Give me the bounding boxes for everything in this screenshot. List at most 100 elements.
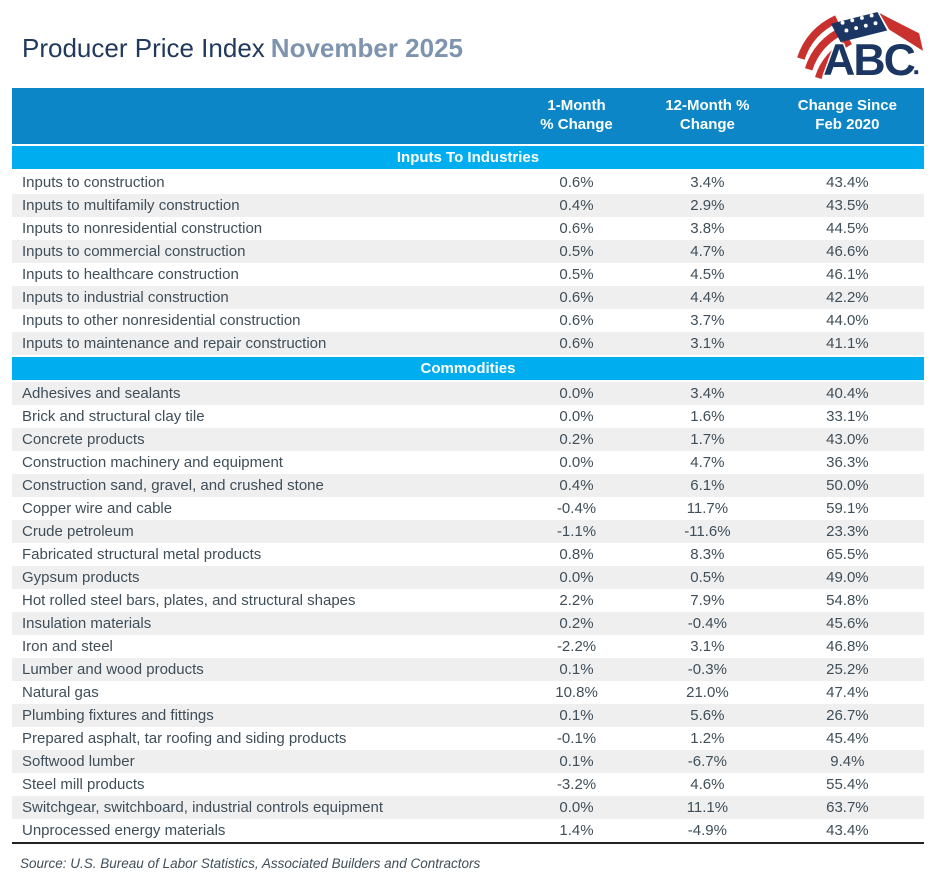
section-title: Commodities <box>12 355 924 382</box>
table-row: Iron and steel -2.2% 3.1% 46.8% <box>12 635 924 658</box>
row-value: 40.4% <box>770 381 924 405</box>
row-value: 0.5% <box>559 266 594 283</box>
row-label: Prepared asphalt, tar roofing and siding… <box>22 730 347 747</box>
row-value: -4.9% <box>687 822 727 839</box>
column-header-item <box>12 88 510 145</box>
row-value: 0.5% <box>509 240 645 263</box>
row-value: 11.1% <box>644 796 771 819</box>
row-value: 1.6% <box>690 408 725 425</box>
row-value: 0.2% <box>509 612 645 635</box>
row-value: 0.6% <box>509 332 645 356</box>
row-value: 42.2% <box>770 286 924 309</box>
row-value: 0.4% <box>509 194 645 217</box>
row-value: 0.0% <box>509 796 645 819</box>
row-value: -0.1% <box>556 730 597 747</box>
row-label: Inputs to maintenance and repair constru… <box>12 332 510 356</box>
row-value: -11.6% <box>644 520 771 543</box>
row-value: 50.0% <box>770 474 924 497</box>
flag-top-stripe-icon <box>879 13 924 51</box>
row-value: 3.4% <box>644 381 771 405</box>
row-value: -0.3% <box>644 658 771 681</box>
row-value: 65.5% <box>826 546 869 563</box>
row-value: 11.7% <box>686 500 729 517</box>
table-row: Prepared asphalt, tar roofing and siding… <box>12 727 924 750</box>
table-row: Inputs to maintenance and repair constru… <box>12 332 924 356</box>
table-row: Softwood lumber 0.1% -6.7% 9.4% <box>12 750 924 773</box>
ppi-table-container: 1-Month % Change 12-Month % Change Chang… <box>12 88 924 844</box>
row-value: -0.4% <box>644 612 771 635</box>
table-row: Inputs to multifamily construction 0.4% 2.… <box>12 194 924 217</box>
row-label: Construction sand, gravel, and crushed s… <box>12 474 510 497</box>
column-header-12-month: 12-Month % Change <box>644 88 771 145</box>
row-value: 0.2% <box>509 428 645 451</box>
row-value: 43.0% <box>770 428 924 451</box>
table-row: Construction machinery and equipment 0.0%… <box>12 451 924 474</box>
row-value: 44.0% <box>826 312 869 329</box>
row-label: Plumbing fixtures and fittings <box>12 704 510 727</box>
row-value: 8.3% <box>690 546 725 563</box>
row-label: Inputs to industrial construction <box>12 286 510 309</box>
row-value: 4.7% <box>690 454 725 471</box>
row-value: 43.4% <box>826 174 869 191</box>
table-row: Copper wire and cable -0.4% 11.7% 59.1% <box>12 497 924 520</box>
row-value: 3.1% <box>644 332 771 356</box>
row-label: Hot rolled steel bars, plates, and struc… <box>22 592 356 609</box>
row-label: Fabricated structural metal products <box>22 546 262 563</box>
table-row: Concrete products 0.2% 1.7% 43.0% <box>12 428 924 451</box>
row-value: 46.6% <box>770 240 924 263</box>
table-row: Adhesives and sealants 0.0% 3.4% 40.4% <box>12 381 924 405</box>
row-label: Insulation materials <box>12 612 510 635</box>
row-value: 36.3% <box>826 454 869 471</box>
section-title: Inputs To Industries <box>12 144 924 171</box>
row-value: 3.7% <box>690 312 725 329</box>
table-row: Brick and structural clay tile 0.0% 1.6% 33… <box>12 405 924 428</box>
row-value: 0.6% <box>509 286 645 309</box>
row-label: Adhesives and sealants <box>12 381 510 405</box>
row-value: 5.6% <box>644 704 771 727</box>
table-row: Unprocessed energy materials 1.4% -4.9% 43.… <box>12 819 924 842</box>
row-value: 0.0% <box>559 408 594 425</box>
row-label: Copper wire and cable <box>22 500 173 517</box>
row-value: -1.1% <box>509 520 645 543</box>
row-value: 10.8% <box>555 684 598 701</box>
row-value: 47.4% <box>826 684 869 701</box>
row-value: 0.8% <box>559 546 594 563</box>
row-value: 0.1% <box>509 658 645 681</box>
row-value: 54.8% <box>826 592 869 609</box>
page-title-main: Producer Price Index <box>22 33 265 63</box>
row-value: 1.4% <box>559 822 594 839</box>
row-value: -6.7% <box>644 750 771 773</box>
row-label: Brick and structural clay tile <box>22 408 205 425</box>
row-value: 1.7% <box>644 428 771 451</box>
table-header-row: 1-Month % Change 12-Month % Change Chang… <box>12 88 924 145</box>
table-row: Gypsum products 0.0% 0.5% 49.0% <box>12 566 924 589</box>
row-value: 4.4% <box>644 286 771 309</box>
row-label: Unprocessed energy materials <box>22 822 226 839</box>
row-label: Iron and steel <box>22 638 113 655</box>
row-label: Natural gas <box>22 684 99 701</box>
row-value: 0.0% <box>559 454 594 471</box>
row-value: 43.4% <box>826 822 869 839</box>
ppi-table: 1-Month % Change 12-Month % Change Chang… <box>12 88 924 842</box>
table-row: Crude petroleum -1.1% -11.6% 23.3% <box>12 520 924 543</box>
row-value: 1.2% <box>690 730 725 747</box>
table-row: Inputs to industrial construction 0.6% 4.4… <box>12 286 924 309</box>
row-label: Gypsum products <box>12 566 510 589</box>
row-value: 4.6% <box>690 776 725 793</box>
row-label: Construction machinery and equipment <box>22 454 283 471</box>
table-row: Hot rolled steel bars, plates, and struc… <box>12 589 924 612</box>
row-label: Lumber and wood products <box>12 658 510 681</box>
row-value: 0.6% <box>559 174 594 191</box>
section-header-row: Commodities <box>12 355 924 382</box>
table-row: Inputs to other nonresidential construct… <box>12 309 924 332</box>
row-value: 45.6% <box>770 612 924 635</box>
row-value: 2.2% <box>559 592 594 609</box>
row-value: 41.1% <box>770 332 924 356</box>
row-value: 49.0% <box>770 566 924 589</box>
row-label: Steel mill products <box>22 776 145 793</box>
row-value: 26.7% <box>770 704 924 727</box>
column-header-1-month: 1-Month % Change <box>509 88 645 145</box>
table-body: Inputs To Industries Inputs to constructi… <box>12 144 924 842</box>
row-value: 0.5% <box>644 566 771 589</box>
table-row: Lumber and wood products 0.1% -0.3% 25.2% <box>12 658 924 681</box>
